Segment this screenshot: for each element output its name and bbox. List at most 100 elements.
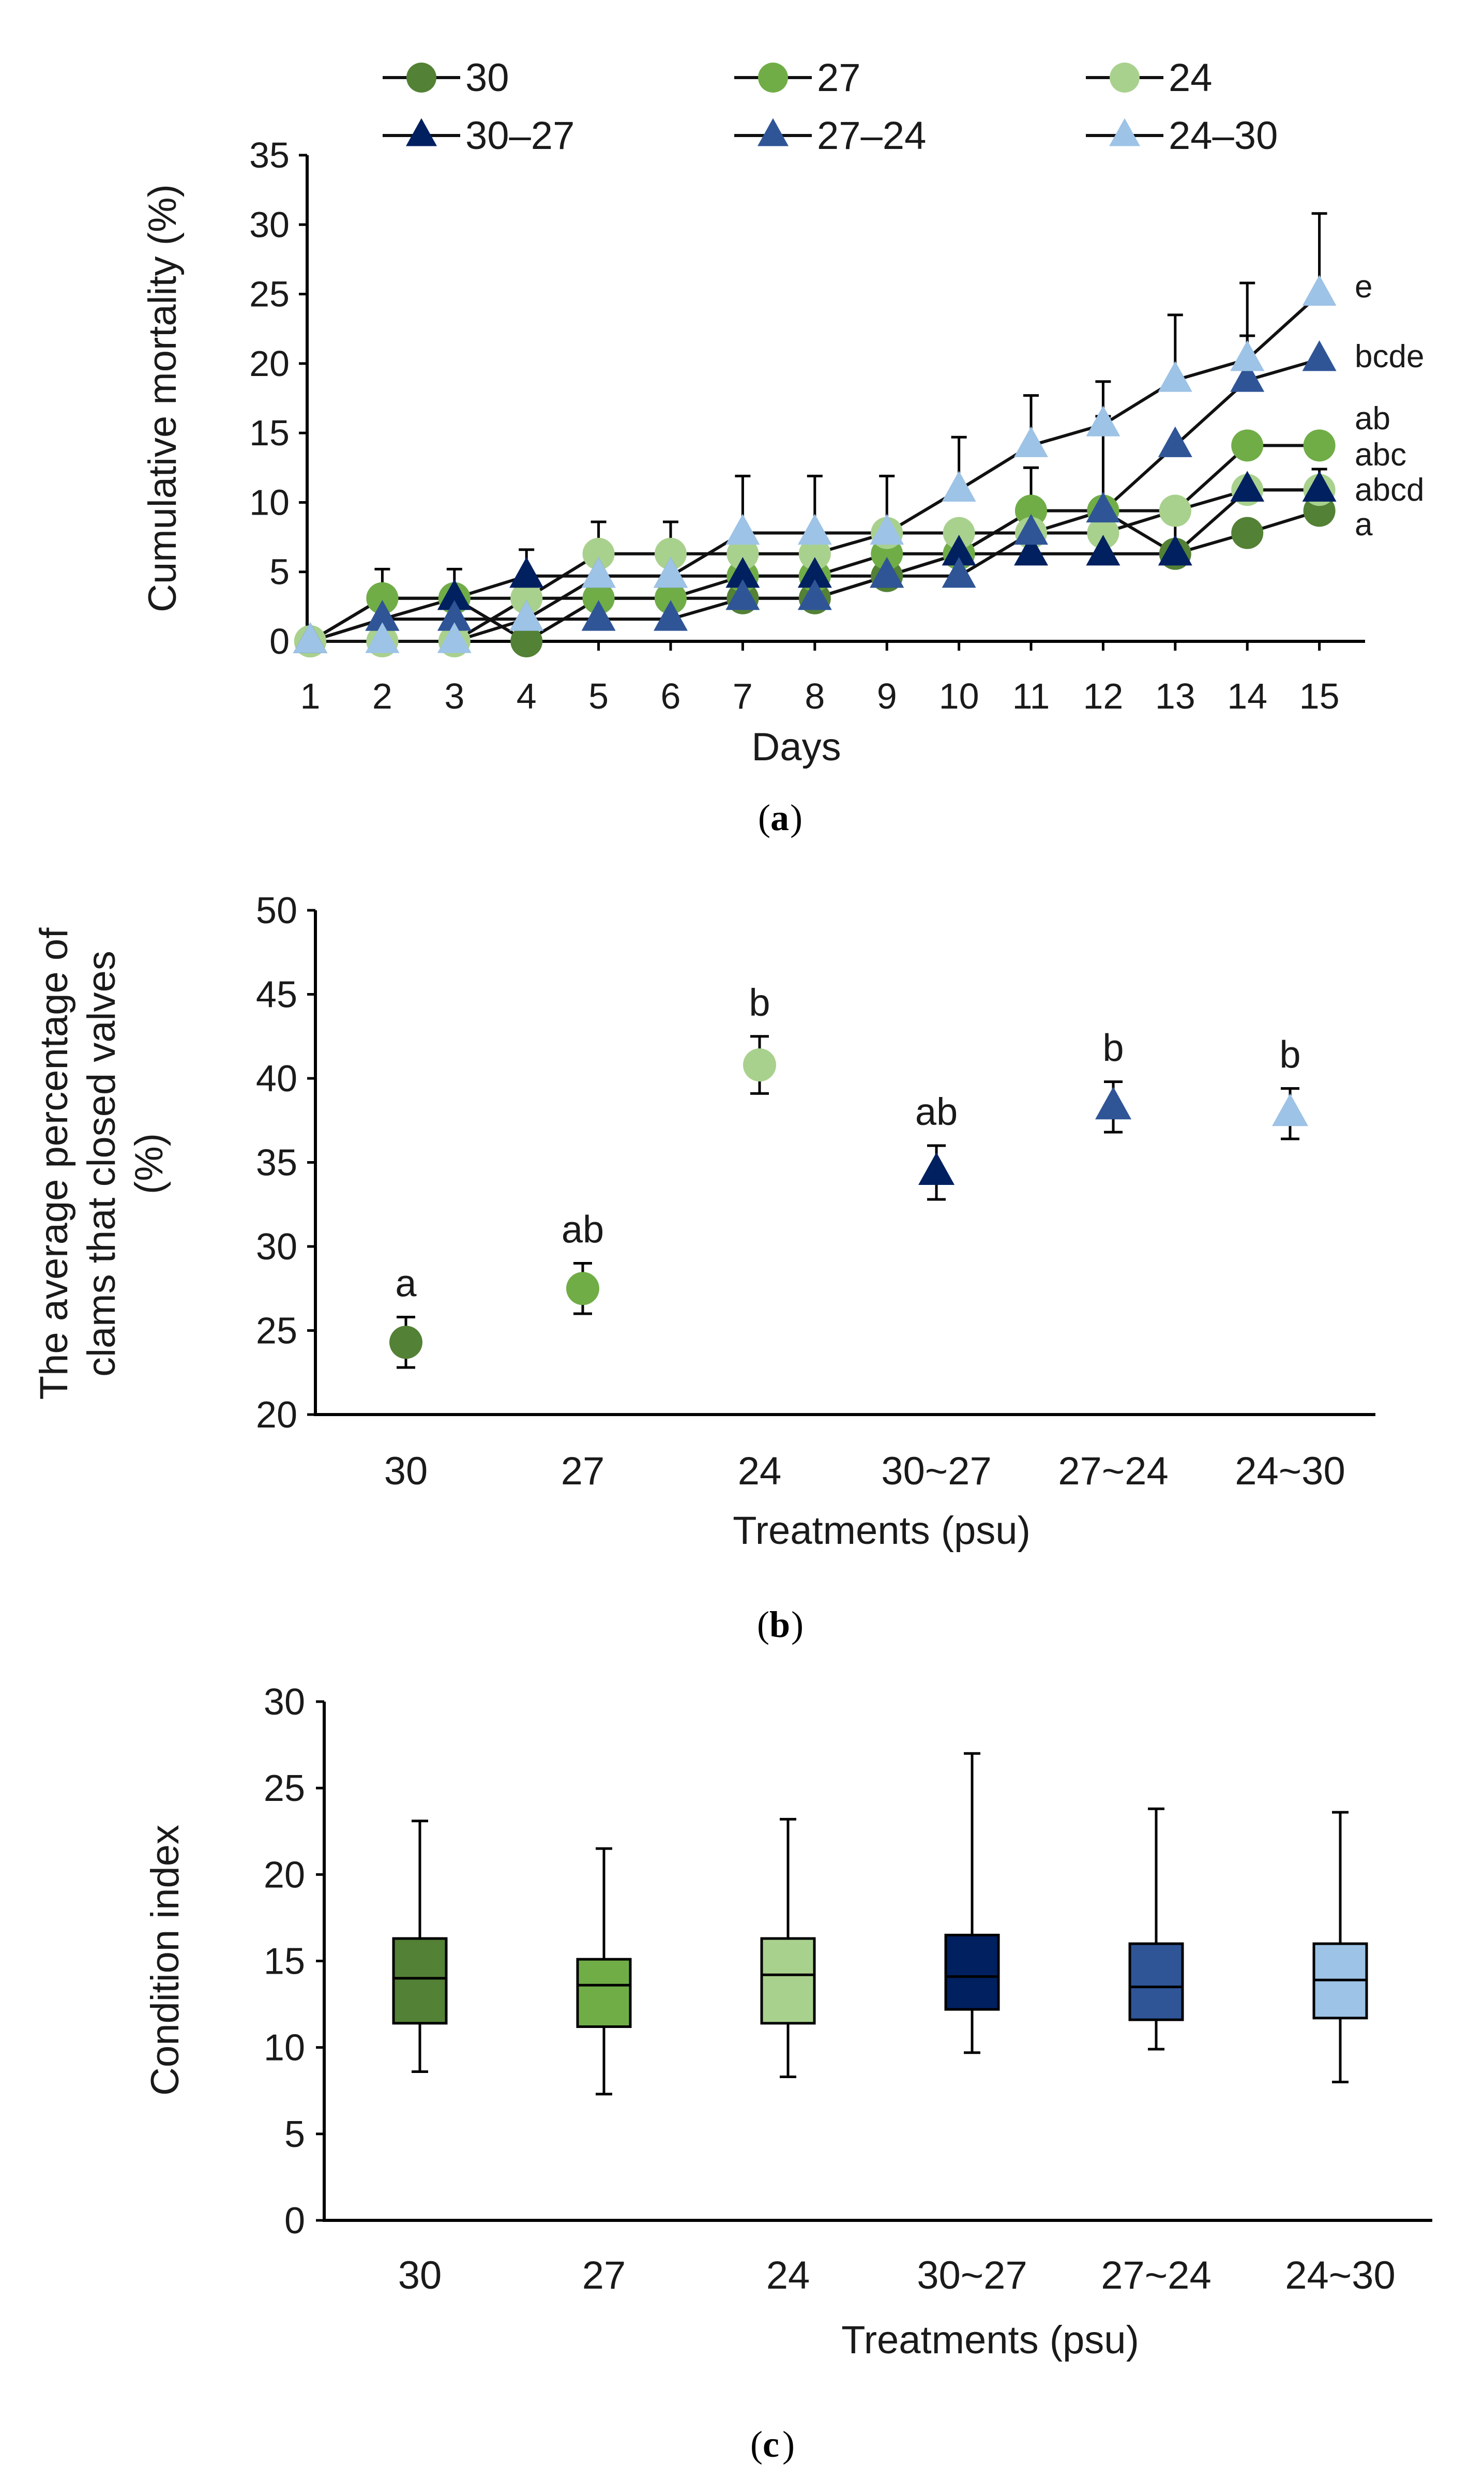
data-point-a [1303,429,1336,462]
y-axis-label-a: Cumulative mortality (%) [141,184,185,612]
data-point-a [870,514,904,545]
x-tick-label-b: 30 [384,1449,428,1493]
data-point-a [1087,517,1119,549]
x-tick-label-c: 24 [766,2253,810,2297]
legend-label-a: 24–30 [1169,114,1278,158]
data-point-a [1230,361,1265,392]
x-tick-label-a: 3 [444,676,464,716]
panel-c-condition-index-chart: 0 5 10 15 20 25 30 30 27 24 30~27 27~24 24~30 Treat… [143,1681,1432,2465]
y-tick-label-b: 40 [256,1058,297,1100]
data-point-a [942,557,976,588]
boxplot-c [1312,1811,1368,2084]
data-point-a [1086,405,1120,437]
data-point-a [654,557,688,588]
boxplot-c [392,1820,448,2073]
data-point-a [942,534,976,566]
y-tick-label-b: 35 [256,1143,297,1184]
y-axis-label-b-line3: (%) [127,1133,171,1194]
x-axis-label-b: Treatments (psu) [733,1509,1031,1553]
y-tick-label-b: 50 [256,890,297,931]
x-tick-label-a: 13 [1155,676,1195,716]
data-point-a [1158,534,1192,566]
data-point-a [797,557,832,588]
x-tick-label-b: 24~30 [1235,1449,1345,1493]
boxplot-c [576,1847,632,2096]
data-point-a [437,579,472,610]
caption-b-open-paren: ( [757,1604,769,1645]
boxplots-c [392,1752,1368,2096]
y-ticks-a: 0 5 10 15 20 25 30 35 [249,135,307,662]
x-tick-label-a: 14 [1227,676,1267,716]
data-point-a [725,514,760,545]
y-tick-label-c: 25 [264,1768,305,1809]
legend-label-a: 27 [817,56,861,100]
legend-a: 30 27 24 30–27 27–24 24–30 [383,56,1278,158]
data-point-a [365,600,400,631]
legend-item-a: 27–24 [734,114,926,158]
error-bars-b [397,1035,1299,1369]
caption-c-close-paren: ) [782,2424,795,2465]
y-tick-label-c: 5 [284,2114,305,2155]
legend-label-a: 30–27 [465,114,574,158]
caption-b-close-paren: ) [791,1604,804,1645]
x-tick-label-c: 30~27 [917,2253,1027,2297]
legend-swatch-marker-a [406,63,436,93]
data-point-a [437,600,472,631]
y-tick-label-a: 15 [249,413,290,453]
data-point-a [1302,340,1337,371]
x-ticks-a: 1 2 3 4 5 6 7 8 9 10 11 12 13 14 15 [300,641,1340,716]
error-bars-a [374,212,1327,598]
data-point-b [1272,1093,1308,1126]
data-point-a [582,582,615,614]
y-tick-label-a: 0 [269,621,290,662]
legend-item-a: 30 [383,56,509,100]
data-point-a [581,600,616,631]
data-point-a [943,517,975,549]
data-point-a [655,537,687,570]
y-tick-label-c: 30 [264,1681,305,1723]
x-tick-label-c: 27 [582,2253,626,2297]
x-axis-label-a: Days [751,725,841,769]
x-tick-label-a: 11 [1012,676,1050,716]
y-ticks-b: 20 25 30 35 40 45 50 [256,890,315,1436]
significance-letter-b: a [395,1262,417,1305]
significance-letter-b: b [1279,1033,1300,1076]
y-tick-label-a: 20 [249,343,290,384]
y-axis-label-b-line2: clams that closed valves [80,951,124,1377]
box-c [760,1937,816,2025]
legend-swatch-marker-a [1110,63,1140,93]
y-axis-label-b: The average percentage of clams that clo… [32,927,171,1400]
x-tick-label-b: 24 [738,1449,782,1493]
panel-b-closed-valves-chart: 20 25 30 35 40 45 50 30 27 24 30~27 27~24 24~30 a ab… [32,890,1375,1645]
x-tick-label-a: 1 [300,676,321,716]
x-tick-label-a: 15 [1299,676,1340,716]
data-point-a [725,557,760,588]
x-tick-label-b: 27~24 [1058,1449,1168,1493]
x-ticks-c: 30 27 24 30~27 27~24 24~30 [398,2253,1396,2297]
x-tick-label-b: 27 [561,1449,605,1493]
y-tick-label-a: 10 [249,482,290,522]
data-point-b [389,1326,422,1359]
significance-letter-b: b [1102,1027,1124,1070]
caption-a-close-paren: ) [790,797,802,838]
x-tick-label-a: 12 [1083,676,1123,716]
data-point-a [1159,494,1191,527]
legend-label-a: 27–24 [817,114,926,158]
data-point-a [1015,494,1047,527]
data-point-a [366,582,399,614]
x-axis-label-c: Treatments (psu) [841,2318,1139,2362]
caption-c-letter: c [763,2424,779,2465]
x-tick-label-a: 5 [588,676,609,716]
data-point-a [510,582,543,614]
legend-item-a: 24 [1086,56,1213,100]
y-tick-label-a: 5 [269,552,290,592]
data-point-a [1302,275,1337,306]
data-point-a [1231,517,1264,549]
y-tick-label-c: 20 [264,1854,305,1896]
significance-letters-b: a ab b ab b b [395,981,1300,1305]
data-point-a [1158,361,1192,392]
data-point-a [581,557,616,588]
